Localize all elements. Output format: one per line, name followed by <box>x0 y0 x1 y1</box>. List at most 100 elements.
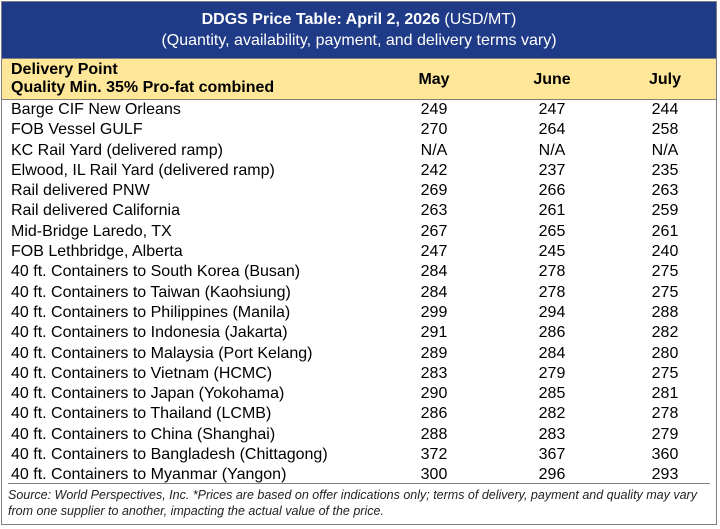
table-row: 40 ft. Containers to Bangladesh (Chittag… <box>2 445 716 465</box>
title: DDGS Price Table: April 2, 2026 <box>201 11 440 28</box>
price: 286 <box>538 324 566 342</box>
price: 259 <box>651 202 679 220</box>
price: 264 <box>538 121 566 139</box>
delivery-point: 40 ft. Containers to Indonesia (Jakarta) <box>11 324 288 342</box>
price: 288 <box>651 303 679 321</box>
price: N/A <box>651 141 679 159</box>
price: 269 <box>420 182 448 200</box>
source-note: Source: World Perspectives, Inc. *Prices… <box>8 483 710 519</box>
price: 237 <box>538 161 566 179</box>
price: 242 <box>420 161 448 179</box>
price: 278 <box>538 283 566 301</box>
delivery-point: Barge CIF New Orleans <box>11 101 181 118</box>
price: 279 <box>538 364 566 382</box>
table-row: 40 ft. Containers to South Korea (Busan)… <box>2 262 716 282</box>
price: 266 <box>538 182 566 200</box>
subtitle: (Quantity, availability, payment, and de… <box>161 32 557 49</box>
price: 367 <box>538 446 566 464</box>
price: 247 <box>538 101 566 118</box>
table-row: KC Rail Yard (delivered ramp) N/A N/A N/A <box>2 141 716 161</box>
month-header: May <box>418 71 450 88</box>
price: 360 <box>651 446 679 464</box>
price: 263 <box>420 202 448 220</box>
price: 281 <box>651 385 679 403</box>
price: N/A <box>538 141 566 159</box>
price: 249 <box>420 101 448 118</box>
price: N/A <box>420 141 448 159</box>
price: 284 <box>420 263 448 281</box>
price: 244 <box>651 101 679 118</box>
month-header: July <box>648 71 681 88</box>
table-row: 40 ft. Containers to Myanmar (Yangon) 300… <box>2 465 716 485</box>
delivery-point: Mid-Bridge Laredo, TX <box>11 222 172 240</box>
price: 265 <box>538 222 566 240</box>
table-row: 40 ft. Containers to Vietnam (HCMC) 283 27… <box>2 364 716 384</box>
price: 290 <box>420 385 448 403</box>
delivery-point: KC Rail Yard (delivered ramp) <box>11 141 223 159</box>
price: 247 <box>420 243 448 261</box>
price: 278 <box>538 263 566 281</box>
price: 245 <box>538 243 566 261</box>
delivery-point: 40 ft. Containers to Vietnam (HCMC) <box>11 364 273 382</box>
table-row: 40 ft. Containers to Indonesia (Jakarta)… <box>2 323 716 343</box>
price: 280 <box>651 344 679 362</box>
table-row: Rail delivered California 263 261 259 <box>2 201 716 221</box>
delivery-point: 40 ft. Containers to Thailand (LCMB) <box>11 405 272 423</box>
delivery-point: FOB Lethbridge, Alberta <box>11 243 183 261</box>
table-row: Mid-Bridge Laredo, TX 267 265 261 <box>2 222 716 242</box>
price: 240 <box>651 243 679 261</box>
table-header: DDGS Price Table: April 2, 2026 (USD/MT)… <box>2 2 716 58</box>
price: 270 <box>420 121 448 139</box>
table-row: FOB Vessel GULF 270 264 258 <box>2 120 716 140</box>
table-row: Elwood, IL Rail Yard (delivered ramp) 242… <box>2 161 716 181</box>
table-row: FOB Lethbridge, Alberta 247 245 240 <box>2 242 716 262</box>
month-header: June <box>533 71 571 88</box>
table-row: 40 ft. Containers to Thailand (LCMB) 286 2… <box>2 404 716 424</box>
table-row: 40 ft. Containers to Taiwan (Kaohsiung) 2… <box>2 283 716 303</box>
delivery-point: 40 ft. Containers to China (Shanghai) <box>11 425 276 443</box>
delivery-point: 40 ft. Containers to Malaysia (Port Kela… <box>11 344 313 362</box>
price: 283 <box>420 364 448 382</box>
price: 284 <box>420 283 448 301</box>
delivery-point: 40 ft. Containers to Bangladesh (Chittag… <box>11 446 328 464</box>
price: 294 <box>538 303 566 321</box>
delivery-point: 40 ft. Containers to Japan (Yokohama) <box>11 385 285 403</box>
price: 285 <box>538 385 566 403</box>
price: 291 <box>420 324 448 342</box>
price: 235 <box>651 161 679 179</box>
price: 275 <box>651 283 679 301</box>
table-row: Rail delivered PNW 269 266 263 <box>2 181 716 201</box>
table-row: 40 ft. Containers to Japan (Yokohama) 290… <box>2 384 716 404</box>
price: 283 <box>538 425 566 443</box>
delivery-point: 40 ft. Containers to Philippines (Manila… <box>11 303 291 321</box>
delivery-point: 40 ft. Containers to Taiwan (Kaohsiung) <box>11 283 291 301</box>
price: 300 <box>420 466 448 484</box>
price: 275 <box>651 263 679 281</box>
price: 275 <box>651 364 679 382</box>
price: 286 <box>420 405 448 423</box>
delivery-point-label: Delivery Point <box>11 61 118 78</box>
price: 288 <box>420 425 448 443</box>
price: 258 <box>651 121 679 139</box>
table-body: Barge CIF New Orleans 249 247 244 FOB Vessel… <box>2 100 716 486</box>
price: 267 <box>420 222 448 240</box>
price: 299 <box>420 303 448 321</box>
price: 372 <box>420 446 448 464</box>
column-label: Delivery Point Quality Min. 35% Pro-fat … <box>11 61 274 97</box>
price: 261 <box>651 222 679 240</box>
unit: (USD/MT) <box>444 11 517 28</box>
price: 284 <box>538 344 566 362</box>
table-row: 40 ft. Containers to China (Shanghai) 288… <box>2 425 716 445</box>
price: 296 <box>538 466 566 484</box>
price: 263 <box>651 182 679 200</box>
price: 279 <box>651 425 679 443</box>
column-header: Delivery Point Quality Min. 35% Pro-fat … <box>2 58 716 100</box>
delivery-point: FOB Vessel GULF <box>11 121 143 139</box>
price: 261 <box>538 202 566 220</box>
price: 282 <box>651 324 679 342</box>
table-row: 40 ft. Containers to Philippines (Manila… <box>2 303 716 323</box>
price: 293 <box>651 466 679 484</box>
price: 289 <box>420 344 448 362</box>
delivery-point: Elwood, IL Rail Yard (delivered ramp) <box>11 161 275 179</box>
delivery-point: Rail delivered California <box>11 202 180 220</box>
